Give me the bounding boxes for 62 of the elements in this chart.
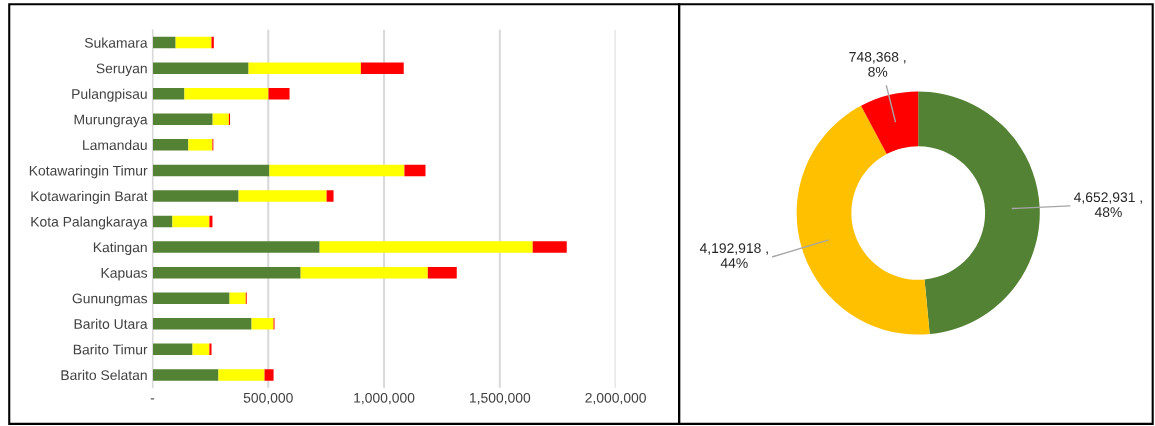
- bar: [248, 62, 361, 74]
- bar: [229, 292, 246, 304]
- y-tick-label: Barito Selatan: [61, 369, 147, 381]
- x-tick-label: 2,000,000: [585, 392, 646, 405]
- y-tick-label: Katingan: [93, 242, 147, 255]
- bar: [212, 113, 229, 126]
- y-tick-label: Sukamara: [84, 37, 148, 48]
- y-tick-label: Kapuas: [101, 268, 148, 281]
- bar: [152, 292, 230, 304]
- bar: [268, 87, 290, 100]
- bar: [152, 139, 189, 151]
- bar: [404, 164, 426, 177]
- x-tick-label: -: [150, 398, 155, 400]
- bar: [184, 87, 269, 100]
- y-tick-label: Pulangpisau: [72, 88, 147, 102]
- bar: [209, 215, 213, 228]
- bar: [532, 241, 567, 253]
- bar: [152, 241, 320, 253]
- data-label: 748,368 , 8%: [849, 51, 906, 77]
- x-tick-label: 1,000,000: [354, 392, 415, 405]
- bar: [427, 266, 457, 279]
- bar: [152, 190, 239, 202]
- bar: [238, 190, 327, 202]
- y-tick-label: Barito Utara: [74, 318, 148, 329]
- bar: [152, 87, 185, 100]
- y-tick-label: Kotawaringin Barat: [31, 190, 148, 204]
- donut-slice: [796, 105, 930, 335]
- bar: [209, 343, 212, 356]
- bar: [152, 266, 301, 279]
- bar: [152, 318, 252, 330]
- bar: [218, 369, 265, 381]
- data-label: 4,192,918 , 44%: [699, 243, 768, 268]
- bar: [152, 113, 213, 126]
- data-label: 4,652,931 , 48%: [1074, 192, 1142, 218]
- y-tick-label: Kotawaringin Timur: [29, 165, 148, 179]
- donut-slice: [861, 91, 919, 154]
- bar: [152, 343, 193, 356]
- x-tick-label: 500,000: [243, 392, 293, 405]
- bar: [251, 318, 274, 330]
- y-tick-label: Barito Timur: [73, 344, 148, 355]
- bar: [172, 215, 210, 228]
- y-tick-label: Murungraya: [74, 114, 148, 128]
- y-tick-label: Kota Palangkaraya: [31, 216, 148, 230]
- bar: [188, 139, 213, 151]
- bar: [152, 62, 249, 74]
- y-tick-label: Lamandau: [83, 139, 147, 151]
- bar: [300, 266, 428, 279]
- bar: [269, 164, 405, 177]
- bar: [152, 36, 176, 49]
- bar: [152, 164, 270, 177]
- bar: [319, 241, 533, 253]
- bar: [175, 36, 212, 49]
- bar: [360, 62, 404, 74]
- bar: [192, 343, 210, 356]
- bar: [326, 190, 334, 202]
- donut-slice: [918, 91, 1040, 335]
- bar: [264, 369, 274, 381]
- x-tick-label: 1,500,000: [469, 392, 531, 405]
- y-tick-label: Gunungmas: [72, 293, 148, 307]
- y-tick-label: Seruyan: [96, 63, 147, 77]
- bar: [152, 369, 219, 381]
- bar: [152, 215, 173, 228]
